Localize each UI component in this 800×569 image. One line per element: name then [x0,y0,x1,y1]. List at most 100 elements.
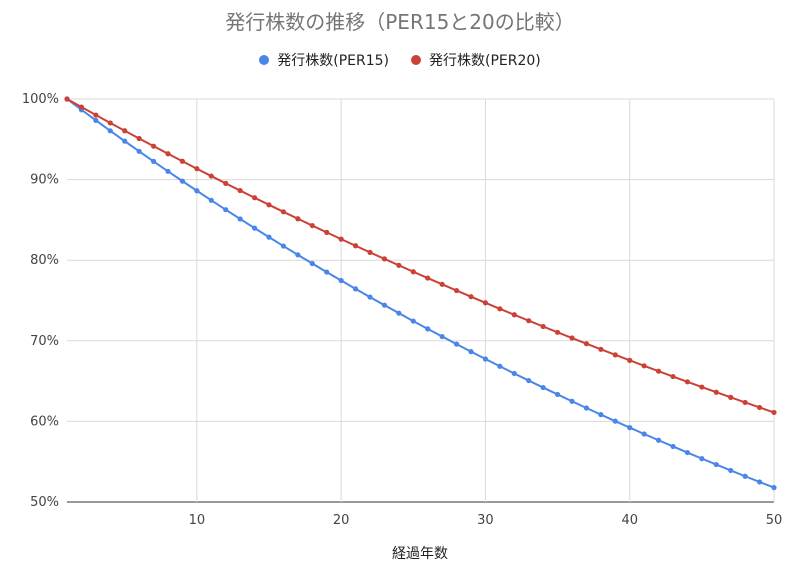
data-point-per15[interactable] [742,473,748,479]
data-point-per20[interactable] [583,341,590,347]
data-point-per15[interactable] [728,467,734,474]
data-point-per20[interactable] [627,357,633,363]
data-point-per20[interactable] [526,318,532,324]
data-point-per20[interactable] [208,173,214,179]
data-point-per20[interactable] [540,323,546,330]
data-point-per15[interactable] [655,437,662,443]
data-point-per15[interactable] [93,117,99,123]
data-point-per15[interactable] [266,234,272,240]
data-point-per20[interactable] [468,294,474,300]
legend-item-per15[interactable]: 発行株数(PER15) [259,50,389,70]
data-point-per15[interactable] [237,216,243,222]
data-point-per20[interactable] [425,275,431,281]
data-point-per20[interactable] [756,404,763,411]
data-point-per15[interactable] [122,138,128,144]
data-point-per15[interactable] [468,349,474,355]
data-point-per20[interactable] [670,373,676,380]
data-point-per20[interactable] [295,216,301,222]
data-point-per20[interactable] [223,180,229,186]
data-point-per20[interactable] [439,281,445,287]
data-point-per15[interactable] [554,391,561,398]
data-point-per15[interactable] [367,294,373,300]
data-point-per15[interactable] [150,158,157,164]
data-point-per20[interactable] [641,363,647,369]
data-point-per20[interactable] [410,269,416,275]
data-point-per20[interactable] [482,300,489,306]
data-point-per20[interactable] [165,151,171,157]
data-point-per15[interactable] [251,225,258,231]
data-point-per15[interactable] [453,341,460,347]
data-point-per20[interactable] [78,104,85,110]
data-point-per15[interactable] [324,269,330,275]
data-point-per20[interactable] [251,195,258,201]
data-point-per15[interactable] [223,207,229,213]
data-point-per15[interactable] [208,197,214,203]
data-point-per15[interactable] [381,302,388,308]
legend-item-per20[interactable]: 発行株数(PER20) [411,50,541,70]
data-point-per20[interactable] [453,287,460,294]
data-point-per15[interactable] [612,418,618,424]
data-point-per20[interactable] [742,399,748,406]
data-point-per15[interactable] [482,356,489,362]
data-point-per15[interactable] [497,363,503,369]
data-point-per15[interactable] [410,318,416,324]
data-point-per20[interactable] [179,158,186,164]
data-point-per15[interactable] [280,243,287,249]
data-point-per15[interactable] [598,412,604,418]
data-point-per15[interactable] [756,479,763,485]
data-point-per15[interactable] [540,384,546,391]
data-point-per15[interactable] [684,449,691,456]
data-point-per15[interactable] [439,333,445,340]
data-point-per15[interactable] [136,148,142,154]
data-point-per20[interactable] [612,352,618,358]
data-point-per20[interactable] [497,306,503,312]
data-point-per15[interactable] [338,277,344,284]
data-point-per15[interactable] [569,398,575,404]
data-point-per15[interactable] [641,431,647,437]
data-point-per15[interactable] [194,188,200,194]
data-point-per15[interactable] [583,405,590,411]
data-point-per15[interactable] [627,425,633,431]
data-point-per15[interactable] [295,252,301,258]
data-point-per15[interactable] [511,370,517,377]
data-point-per20[interactable] [194,166,200,172]
data-point-per20[interactable] [136,135,142,142]
data-point-per20[interactable] [338,236,344,242]
data-point-per15[interactable] [699,456,705,462]
data-point-per20[interactable] [728,394,734,400]
data-point-per15[interactable] [771,485,777,491]
data-point-per20[interactable] [381,256,388,262]
data-point-per15[interactable] [526,377,532,384]
data-point-per20[interactable] [713,389,719,395]
data-point-per15[interactable] [179,178,186,184]
data-point-per20[interactable] [324,229,330,235]
data-point-per20[interactable] [64,96,70,102]
data-point-per15[interactable] [713,461,719,468]
data-point-per15[interactable] [165,168,171,174]
data-point-per20[interactable] [367,249,373,255]
data-point-per15[interactable] [670,443,676,450]
data-point-per20[interactable] [598,346,604,352]
data-point-per20[interactable] [266,202,272,208]
data-point-per20[interactable] [554,329,561,335]
data-point-per15[interactable] [352,286,359,292]
data-point-per20[interactable] [771,409,777,416]
data-point-per20[interactable] [569,335,575,341]
data-point-per15[interactable] [107,128,113,134]
data-point-per20[interactable] [511,312,517,318]
data-point-per15[interactable] [425,326,431,332]
data-point-per20[interactable] [107,120,113,126]
data-point-per20[interactable] [280,209,287,215]
data-point-per20[interactable] [655,368,662,374]
data-point-per20[interactable] [352,243,359,249]
data-point-per20[interactable] [699,384,705,390]
data-point-per20[interactable] [684,379,691,385]
data-point-per20[interactable] [237,187,243,194]
data-point-per15[interactable] [396,310,402,316]
data-point-per20[interactable] [150,143,157,149]
data-point-per15[interactable] [309,260,315,267]
data-point-per20[interactable] [93,112,99,118]
data-point-per20[interactable] [309,222,315,229]
data-point-per20[interactable] [122,128,128,134]
data-point-per20[interactable] [396,262,402,268]
